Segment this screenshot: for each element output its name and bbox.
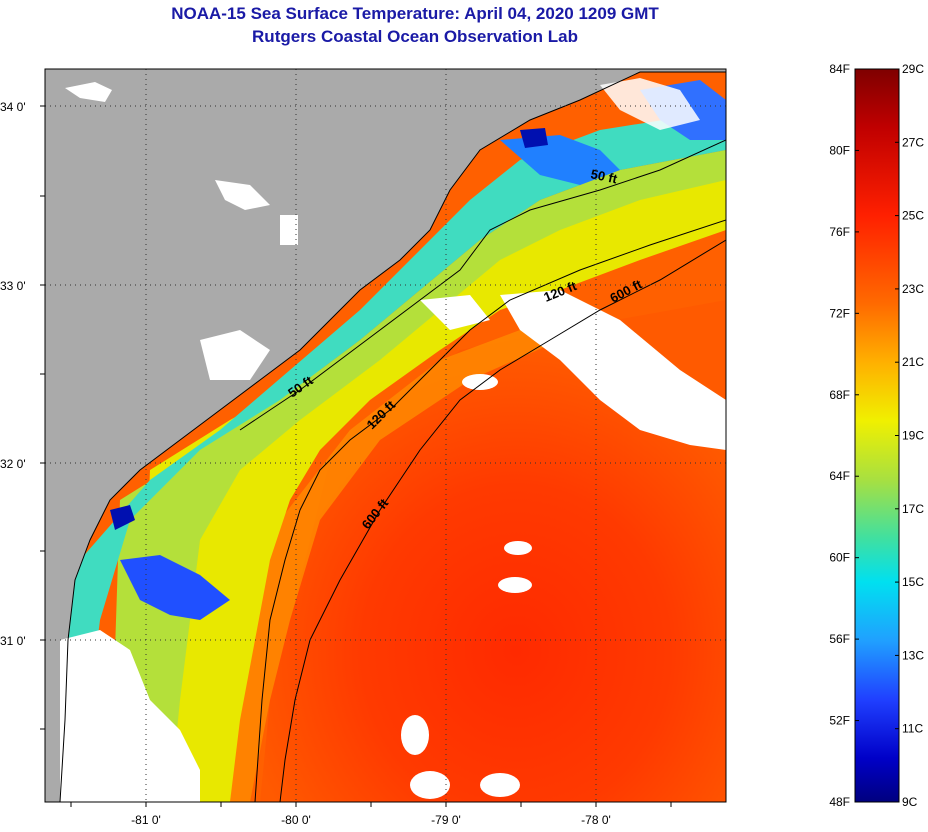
colorbar-c-label: 19C: [902, 429, 924, 443]
cloud-patch-1: [200, 330, 270, 380]
lat-label-31: 31 0': [0, 634, 26, 648]
cloud-patch-6: [401, 715, 429, 755]
nearshore-cyan: [60, 110, 726, 802]
colorbar-c-label: 9C: [902, 795, 918, 809]
inland-cloud-1: [215, 180, 270, 210]
cloud-patch-8: [480, 773, 520, 797]
lat-label-32: 32 0': [0, 457, 26, 471]
colorbar-f-label: 56F: [829, 632, 850, 646]
map-subtitle: Rutgers Coastal Ocean Observation Lab: [252, 27, 578, 46]
colorbar-c-label: 13C: [902, 648, 924, 662]
cloud-patch-7: [410, 771, 450, 799]
colorbar-c-label: 25C: [902, 209, 924, 223]
colorbar: [854, 68, 900, 803]
shelf-yellow: [130, 170, 726, 802]
inland-cloud-3: [65, 82, 112, 102]
colorbar-f-label: 84F: [829, 62, 850, 76]
colorbar-f-label: 72F: [829, 306, 850, 320]
inland-cloud-2: [280, 215, 298, 245]
cloud-patch-4: [504, 541, 532, 555]
contour-120ft: [254, 219, 726, 802]
cloud-patch-3: [462, 374, 498, 390]
colorbar-c-label: 23C: [902, 282, 924, 296]
cloud-mask-ne: [500, 290, 726, 450]
cold-patch-south: [120, 555, 230, 620]
lon-label-80: -80 0': [281, 813, 311, 827]
lon-label-78: -78 0': [581, 813, 611, 827]
colorbar-c-label: 29C: [902, 62, 924, 76]
cloud-patch-2: [420, 295, 490, 330]
colorbar-c-label: 21C: [902, 355, 924, 369]
colorbar-f-label: 76F: [829, 225, 850, 239]
map-title: NOAA-15 Sea Surface Temperature: April 0…: [171, 4, 659, 23]
lon-label-79: -79 0': [431, 813, 461, 827]
cold-spot-2: [520, 128, 548, 148]
lat-label-34: 34 0': [0, 100, 26, 114]
colorbar-c-label: 27C: [902, 135, 924, 149]
map-area: [45, 69, 726, 802]
lat-label-33: 33 0': [0, 279, 26, 293]
grid-lines: [45, 69, 726, 802]
contour-600ft: [279, 239, 726, 802]
lon-label-81: -81 0': [131, 813, 161, 827]
colorbar-c-label: 15C: [902, 575, 924, 589]
colorbar-f-label: 48F: [829, 795, 850, 809]
tick-marks: [40, 105, 672, 807]
cold-spot-1: [110, 505, 135, 530]
cloud-mask-sw: [60, 630, 200, 802]
land-mass: [45, 69, 726, 802]
cloud-patch-ne-2: [600, 78, 700, 130]
colorbar-f-label: 68F: [829, 388, 850, 402]
colorbar-c-label: 11C: [902, 722, 923, 736]
cold-patch-north: [500, 135, 620, 185]
colorbar-c-label: 17C: [902, 502, 924, 516]
colorbar-f-label: 80F: [829, 143, 850, 157]
coastline: [59, 71, 726, 802]
map-frame: [44, 68, 727, 803]
contour-label-50ft-north: 50 ft: [589, 166, 619, 186]
cloud-patch-5: [498, 577, 532, 593]
colorbar-f-label: 64F: [829, 469, 850, 483]
colorbar-fahrenheit-labels: 84F 80F 76F 72F 68F 64F 60F 56F 52F 48F: [829, 62, 859, 809]
colorbar-f-label: 60F: [829, 551, 850, 565]
colorbar-celsius-labels: 29C 27C 25C 23C 21C 19C 17C 15C 13C 11C 9C: [895, 62, 924, 809]
shelf-band: [230, 310, 600, 802]
colorbar-f-label: 52F: [829, 714, 850, 728]
